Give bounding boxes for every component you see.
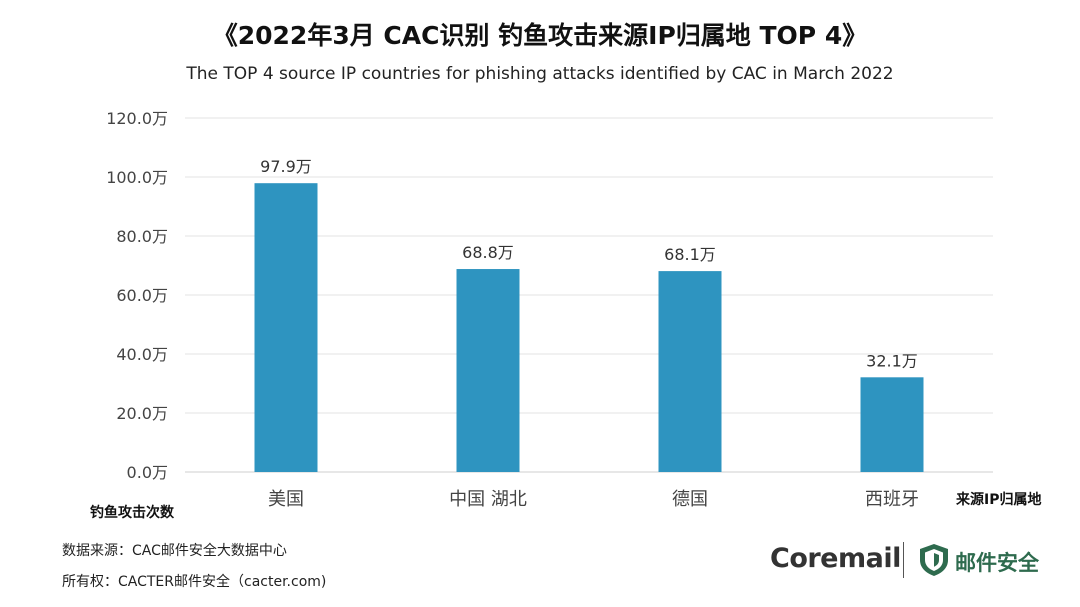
brand-secondary-label: 邮件安全 <box>955 551 1039 575</box>
data-label: 32.1万 <box>866 351 918 370</box>
data-source-note: 数据来源：CAC邮件安全大数据中心 <box>62 543 287 559</box>
y-tick-label: 120.0万 <box>106 109 168 128</box>
shield-icon <box>920 544 948 576</box>
x-tick-label: 德国 <box>672 489 708 510</box>
y-tick-label: 80.0万 <box>116 227 168 246</box>
bar <box>658 271 722 472</box>
y-tick-label: 100.0万 <box>106 168 168 187</box>
data-label: 68.8万 <box>462 243 514 262</box>
data-label: 68.1万 <box>664 245 716 264</box>
x-tick-label: 西班牙 <box>865 489 919 510</box>
x-tick-label: 美国 <box>268 489 304 510</box>
y-tick-label: 0.0万 <box>127 463 168 482</box>
x-axis-label: 来源IP归属地 <box>956 492 1042 508</box>
data-label: 97.9万 <box>260 157 312 176</box>
bar <box>254 183 318 472</box>
chart-title: 《2022年3月 CAC识别 钓鱼攻击来源IP归属地 TOP 4》 <box>212 21 868 50</box>
bar <box>456 269 520 472</box>
y-tick-label: 60.0万 <box>116 286 168 305</box>
chart-subtitle: The TOP 4 source IP countries for phishi… <box>186 64 894 84</box>
y-tick-label: 40.0万 <box>116 345 168 364</box>
bar <box>860 377 924 472</box>
y-tick-label: 20.0万 <box>116 404 168 423</box>
logo-divider <box>903 542 904 578</box>
x-tick-label: 中国 湖北 <box>449 489 527 510</box>
coremail-logo: Coremail <box>770 543 901 574</box>
copyright-note: 所有权：CACTER邮件安全（cacter.com) <box>62 574 327 590</box>
y-axis-label: 钓鱼攻击次数 <box>90 505 174 521</box>
